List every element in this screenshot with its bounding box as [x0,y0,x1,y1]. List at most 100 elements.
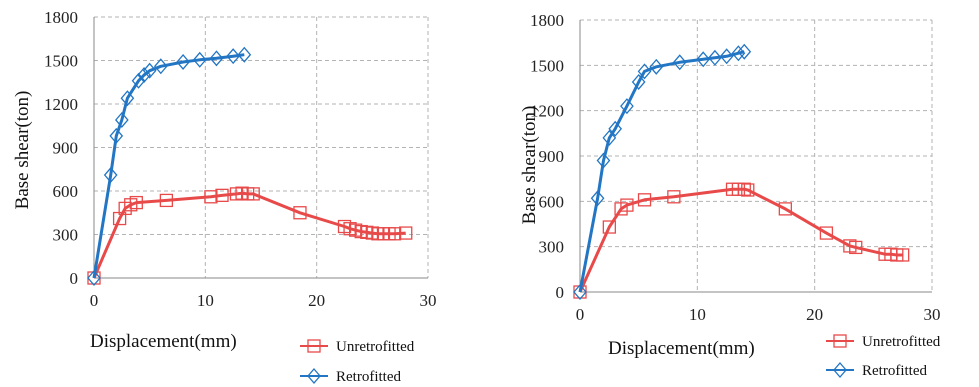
chart-left-series-retrofitted [87,46,252,286]
chart-right-unretrofitted-point [637,193,652,207]
chart-right-unretrofitted-point [737,182,751,196]
chart-right-x-axis-title: Displacement(mm) [608,338,755,359]
chart-left-unretrofitted-point [387,227,402,241]
chart-right-series-unretrofitted [573,182,910,299]
chart-right-series-retrofitted [573,43,752,300]
chart-left-retrofitted-line [92,53,245,279]
chart-right-unretrofitted-point [620,198,634,212]
chart-right-legend-item-unretrofitted: Unretrofitted [826,334,941,350]
chart-left-unretrofitted-point [159,193,174,208]
chart-left-x-tick-label: 10 [197,291,214,310]
chart-left: 0 300 600 900 1200 1500 1800 0 10 20 30 Base shea… [12,8,437,385]
chart-right-unretrofitted-point [849,240,863,255]
chart-left-retrofitted-point [120,90,135,107]
chart-left-unretrofitted-point [204,190,218,204]
chart-right-y-tick-label: 0 [556,283,565,302]
chart-left-y-tick-label: 600 [53,182,79,201]
chart-left-retrofitted-point [131,72,146,89]
chart-left-retrofitted-point [153,58,168,75]
chart-left-retrofitted-point [103,167,118,184]
chart-left-retrofitted-point [87,270,101,286]
chart-right-y-tick-label: 1500 [530,56,564,75]
chart-left-retrofitted-point [192,51,207,68]
chart-left-legend-item-retrofitted: Retrofitted [300,368,401,385]
chart-right-y-axis-title: Base shear(ton) [519,106,540,225]
chart-right-y-tick-label: 600 [539,192,565,211]
chart-right-retrofitted-point [731,45,746,62]
chart-right-y-tick-label: 900 [539,147,565,166]
chart-right-legend: Unretrofitted Retrofitted [826,334,941,379]
chart-left-legend-swatch-marker [307,368,321,384]
chart-left-x-tick-label: 0 [90,291,99,310]
chart-left-legend-label: Unretrofitted [336,339,415,355]
chart-right-unretrofitted-point [778,202,792,216]
chart-right-unretrofitted-point [819,226,834,240]
chart-right-retrofitted-point [596,152,611,169]
chart-right-y-tick-label: 300 [539,238,565,257]
chart-left-x-tick-label: 20 [308,291,325,310]
chart-right-series [573,43,910,300]
chart-left-x-axis-title: Displacement(mm) [90,331,237,352]
chart-right-unretrofitted-point [667,190,681,204]
chart-right-y-ticks: 0 300 600 900 1200 1500 1800 [530,11,564,302]
chart-right-legend-item-retrofitted: Retrofitted [826,362,927,379]
chart-right-legend-swatch-marker [833,334,847,348]
chart-left-retrofitted-point [209,50,224,67]
chart-right-retrofitted-point [637,63,652,80]
chart-right-y-tick-label: 1200 [530,102,564,121]
chart-left-unretrofitted-point [215,188,229,203]
chart-right-retrofitted-point [649,58,664,75]
chart-right-retrofitted-point [608,120,623,137]
chart-left-y-tick-label: 1500 [44,52,78,71]
chart-left-retrofitted-point [137,67,151,83]
chart-left-retrofitted-point [142,62,157,79]
chart-left-y-ticks: 0 300 600 900 1200 1500 1800 [44,8,78,288]
chart-right-retrofitted-point [719,48,734,65]
chart-left-unretrofitted-point [293,206,307,220]
chart-right-unretrofitted-point [741,183,755,197]
chart-left-y-tick-label: 1800 [44,8,78,27]
chart-right-retrofitted-point [708,49,722,66]
chart-left-y-tick-label: 900 [53,139,79,158]
chart-right-x-ticks: 0 10 20 30 [576,305,941,324]
chart-left-y-tick-label: 300 [53,226,79,245]
chart-left-x-ticks: 0 10 20 30 [90,291,437,310]
chart-left-y-axis-title: Base shear(ton) [12,91,33,210]
chart-left-series [87,46,413,286]
chart-left-retrofitted-point [237,46,252,63]
chart-left-retrofitted-point [176,53,190,70]
chart-left-retrofitted-point [109,127,124,144]
chart-left-unretrofitted-point [129,195,143,210]
chart-right-retrofitted-point [573,284,587,300]
chart-left-y-tick-label: 1200 [44,95,78,114]
chart-right-retrofitted-point [672,54,687,71]
chart-left-y-tick-label: 0 [70,269,79,288]
chart-right-unretrofitted-point [896,248,910,262]
chart-left-retrofitted-point [226,48,241,65]
chart-right-retrofitted-line [578,50,745,293]
chart-right-legend-label: Unretrofitted [862,334,941,350]
chart-right-unretrofitted-point [602,220,616,234]
chart-left-axes [93,17,428,279]
chart-left-legend-item-unretrofitted: Unretrofitted [300,339,415,355]
chart-left-unretrofitted-point [246,187,260,201]
chart-left-unretrofitted-point [399,226,413,240]
chart-right-axes [579,20,932,293]
chart-right-x-tick-label: 20 [806,305,823,324]
chart-left-legend-label: Retrofitted [336,369,401,385]
chart-left-series-unretrofitted [87,186,413,285]
chart-right-retrofitted-point [696,51,711,68]
chart-right-retrofitted-point [631,73,646,90]
chart-right-retrofitted-point [620,98,634,115]
chart-right-x-tick-label: 30 [924,305,941,324]
chart-right-retrofitted-point [737,43,752,60]
chart-right-retrofitted-point [590,190,605,207]
chart-right-x-tick-label: 0 [576,305,585,324]
chart-left-x-tick-label: 30 [420,291,437,310]
chart-left-legend-swatch-marker [307,339,321,353]
chart-right-retrofitted-point [602,129,617,146]
chart-right-x-tick-label: 10 [689,305,706,324]
chart-left-retrofitted-point [114,111,129,128]
chart-right-legend-swatch-marker [833,362,847,378]
